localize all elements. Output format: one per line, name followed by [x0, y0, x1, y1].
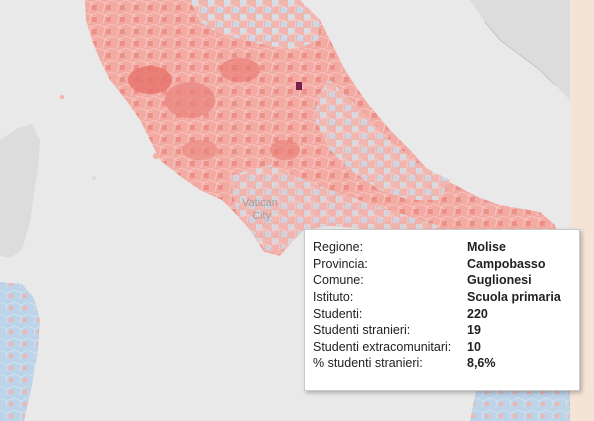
tooltip-row-istituto: Istituto: Scuola primaria: [313, 289, 561, 306]
small-island-1: [60, 95, 64, 99]
tooltip-table: Regione: Molise Provincia: Campobasso Co…: [313, 239, 561, 372]
small-island-3: [153, 153, 159, 159]
coast-outline: [484, 21, 556, 86]
tooltip-row-stranieri: Studenti stranieri: 19: [313, 322, 561, 339]
tooltip-row-regione: Regione: Molise: [313, 239, 561, 256]
tooltip-row-extracomunitari: Studenti extracomunitari: 10: [313, 339, 561, 356]
tooltip-value: 220: [467, 306, 488, 321]
small-island-2: [92, 176, 96, 180]
tooltip-value: 8,6%: [467, 356, 496, 371]
dark-cluster-3: [220, 58, 260, 82]
tooltip-value: Scuola primaria: [467, 290, 561, 305]
tooltip-row-percent: % studenti stranieri: 8,6%: [313, 355, 561, 372]
map-tooltip: Regione: Molise Provincia: Campobasso Co…: [304, 229, 580, 391]
tooltip-label: Studenti:: [313, 306, 363, 321]
tooltip-value: Guglionesi: [467, 273, 532, 288]
dark-cluster-4: [182, 140, 218, 160]
tooltip-label: % studenti stranieri:: [313, 356, 423, 371]
tooltip-row-comune: Comune: Guglionesi: [313, 272, 561, 289]
dark-cluster-2: [165, 82, 215, 118]
highlighted-comune[interactable]: [296, 82, 302, 90]
choropleth-map[interactable]: Vatican City: [0, 0, 570, 421]
tooltip-value: Campobasso: [467, 256, 546, 271]
sardinia-island: [0, 282, 40, 421]
vatican-label: Vatican: [242, 197, 278, 209]
northern-mixed-area: [190, 0, 320, 50]
vatican-city-label: City: [252, 210, 271, 222]
tooltip-label: Provincia:: [313, 256, 368, 271]
tooltip-row-studenti: Studenti: 220: [313, 305, 561, 322]
tooltip-value: 10: [467, 339, 481, 354]
tooltip-value: 19: [467, 323, 481, 338]
tooltip-value: Molise: [467, 240, 506, 255]
tooltip-row-provincia: Provincia: Campobasso: [313, 256, 561, 273]
tooltip-label: Comune:: [313, 273, 364, 288]
tooltip-label: Studenti stranieri:: [313, 323, 411, 338]
dark-cluster-1: [128, 66, 172, 94]
tooltip-label: Regione:: [313, 240, 364, 255]
tooltip-label: Istituto:: [313, 290, 354, 305]
tooltip-label: Studenti extracomunitari:: [313, 339, 452, 354]
adriatic-mixed-band: [315, 80, 450, 200]
dark-cluster-5: [270, 140, 300, 160]
corsica-island: [0, 124, 40, 258]
